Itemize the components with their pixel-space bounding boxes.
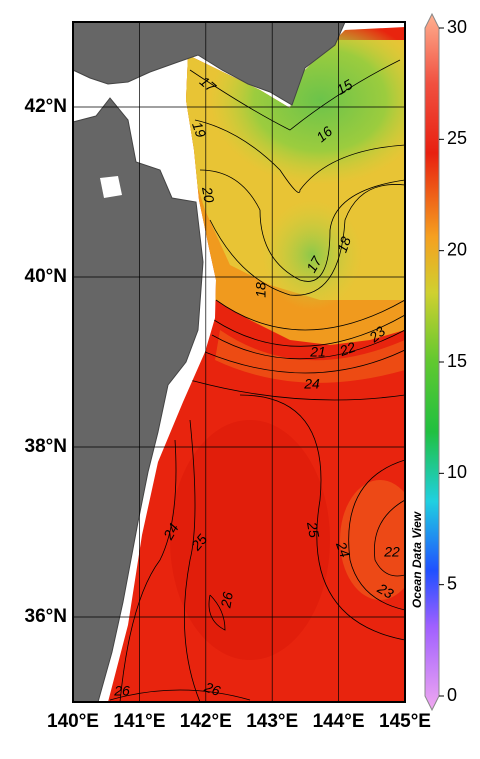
- land-gap: [100, 176, 122, 198]
- contour-label: 19: [189, 120, 209, 140]
- contour-label: 26: [217, 591, 236, 610]
- contour-label: 15: [334, 76, 356, 98]
- colorbar-label: 10: [447, 462, 467, 482]
- contour-label: 23: [374, 580, 397, 602]
- x-tick-label: 141°E: [113, 711, 165, 732]
- y-tick-label: 38°N: [25, 436, 67, 457]
- land: [72, 97, 204, 703]
- colorbar-label: 5: [447, 573, 457, 593]
- y-tick-label: 42°N: [25, 96, 67, 117]
- contour-label: 24: [160, 520, 182, 543]
- credit: Ocean Data View: [410, 511, 424, 608]
- x-tick-label: 140°E: [47, 711, 99, 732]
- contour-label: 18: [334, 234, 354, 254]
- colorbar-label: 25: [447, 128, 467, 148]
- x-tick-label: 145°E: [379, 711, 431, 732]
- contour-lines: [109, 59, 405, 702]
- x-tick-label: 143°E: [246, 711, 298, 732]
- contour-label: 26: [113, 683, 130, 699]
- contour-label: 24: [333, 539, 354, 560]
- colorbar-label: 15: [447, 351, 467, 371]
- colorbar-label: 0: [447, 685, 457, 705]
- field: [108, 27, 405, 702]
- contour-label: 18: [253, 282, 269, 298]
- x-tick-label: 144°E: [313, 711, 365, 732]
- contour-label: 21: [309, 344, 326, 360]
- contour-label: 25: [304, 520, 323, 539]
- y-tick-label: 40°N: [25, 266, 67, 287]
- colorbar-label: 30: [447, 17, 467, 37]
- contour-label: 20: [199, 185, 218, 204]
- x-tick-label: 142°E: [180, 711, 232, 732]
- contour-label: 22: [383, 544, 400, 560]
- colorbar: [424, 12, 440, 712]
- land: [72, 21, 346, 106]
- contour-label: 26: [201, 678, 222, 699]
- y-tick-label: 36°N: [25, 606, 67, 627]
- contour-label: 22: [337, 339, 358, 360]
- colorbar-label: 20: [447, 239, 467, 259]
- contour-label: 24: [303, 376, 320, 392]
